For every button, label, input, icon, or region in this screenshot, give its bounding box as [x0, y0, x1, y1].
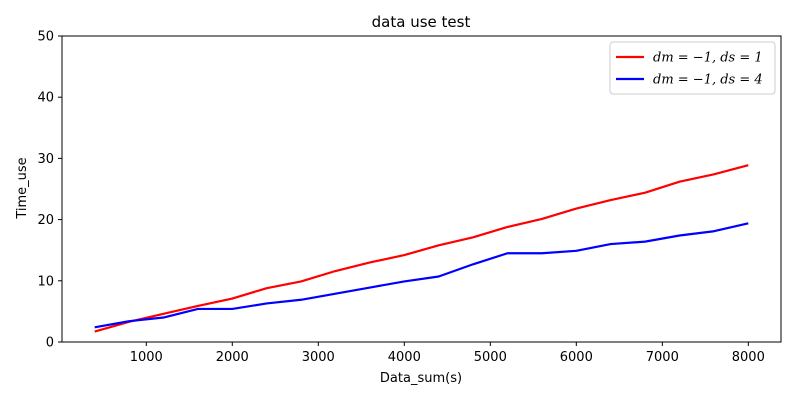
- series-lines: [94, 164, 749, 333]
- y-tick-label: 20: [37, 213, 54, 228]
- x-tick-label: 6000: [560, 350, 593, 365]
- legend: dm = −1, ds = 1 dm = −1, ds = 4: [609, 41, 776, 95]
- legend-box: [609, 41, 776, 95]
- chart-title: data use test: [372, 13, 471, 31]
- axes: 1000 2000 3000 4000 5000 6000 7000 8000 0 10 20 30 4…: [37, 30, 782, 365]
- y-tick-label: 50: [37, 30, 54, 45]
- y-tick-label: 30: [37, 152, 54, 167]
- series-line-1: [94, 164, 749, 333]
- series-line-2: [94, 222, 749, 329]
- y-tick-label: 0: [46, 336, 54, 351]
- x-tick-label: 7000: [646, 350, 679, 365]
- legend-label-2: dm = −1, ds = 4: [653, 73, 763, 88]
- x-tick-label: 1000: [130, 350, 163, 365]
- x-tick-label: 8000: [732, 350, 765, 365]
- legend-label-1: dm = −1, ds = 1: [653, 51, 763, 66]
- x-tick-label: 2000: [216, 350, 249, 365]
- x-tick-label: 5000: [474, 350, 507, 365]
- y-tick-label: 40: [37, 91, 54, 106]
- x-axis-label: Data_sum(s): [380, 371, 462, 386]
- plot-frame: [61, 35, 782, 343]
- x-tick-label: 4000: [388, 350, 421, 365]
- y-tick-label: 10: [37, 274, 54, 289]
- x-tick-label: 3000: [302, 350, 335, 365]
- y-axis-label: Time_use: [15, 157, 30, 219]
